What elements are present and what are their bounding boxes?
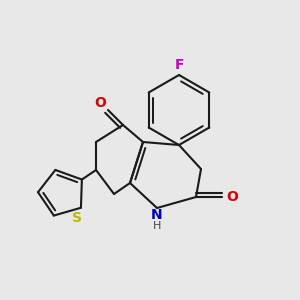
Text: O: O [226, 190, 238, 204]
Text: N: N [151, 208, 163, 222]
Text: H: H [153, 221, 161, 231]
Text: F: F [174, 58, 184, 72]
Text: O: O [94, 96, 106, 110]
Text: S: S [72, 211, 82, 225]
